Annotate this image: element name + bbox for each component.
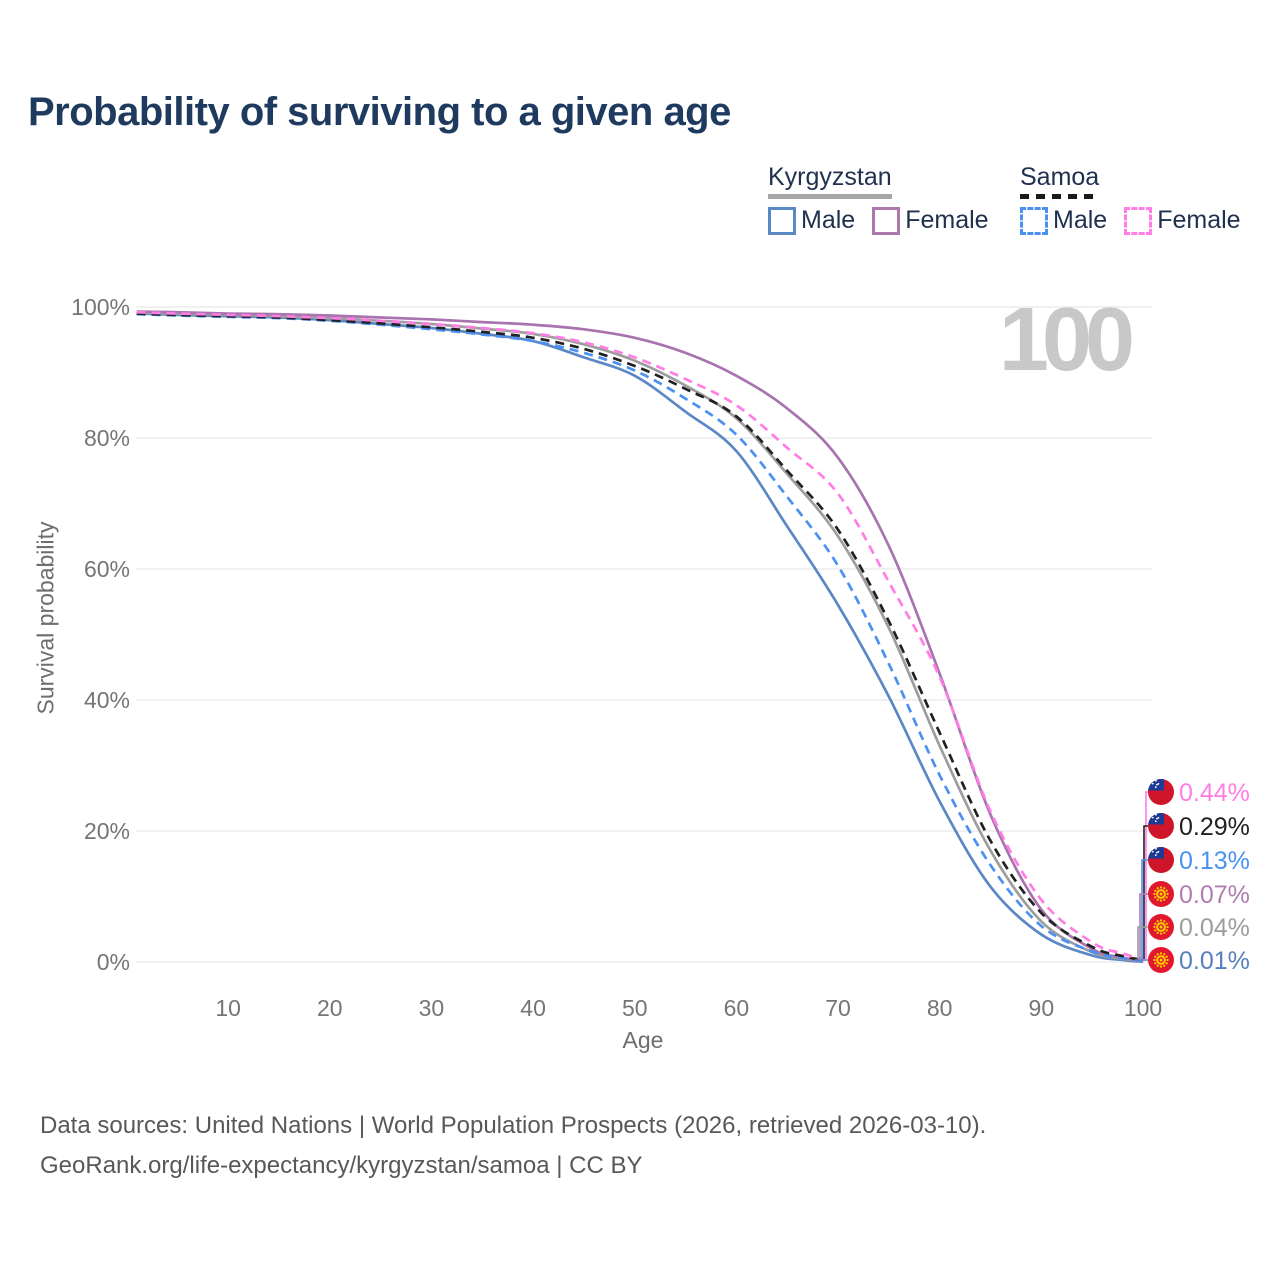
y-tick-label: 60% bbox=[84, 556, 130, 582]
y-tick-label: 80% bbox=[84, 425, 130, 451]
end-label-leader bbox=[1139, 893, 1149, 959]
series-line-kyrgyzstan-both-sexes bbox=[136, 311, 1144, 964]
x-tick-label: 60 bbox=[724, 995, 750, 1021]
data-sources-line: Data sources: United Nations | World Pop… bbox=[40, 1112, 987, 1139]
y-tick-label: 100% bbox=[71, 294, 130, 320]
x-tick-label: 50 bbox=[622, 995, 648, 1021]
x-tick-label: 40 bbox=[520, 995, 546, 1021]
watermark-age-label: 100 bbox=[999, 290, 1132, 390]
x-tick-label: 100 bbox=[1124, 995, 1162, 1021]
series-line-samoa-male bbox=[136, 312, 1144, 963]
y-tick-label: 20% bbox=[84, 818, 130, 844]
y-tick-label: 0% bbox=[97, 949, 130, 975]
legend-swatch-samoa-male bbox=[1020, 206, 1048, 235]
x-tick-label: 80 bbox=[927, 995, 953, 1021]
end-value-label: 0.07% bbox=[1179, 881, 1250, 909]
flag-icon-kyrgyzstan bbox=[1148, 881, 1174, 907]
attribution-line: GeoRank.org/life-expectancy/kyrgyzstan/s… bbox=[40, 1152, 643, 1179]
chart-footer: Data sources: United Nations | World Pop… bbox=[40, 1106, 986, 1186]
end-label-leader bbox=[1135, 959, 1149, 961]
end-label-leader bbox=[1143, 825, 1149, 959]
y-tick-label: 40% bbox=[84, 687, 130, 713]
legend-group-samoa: Samoa Male Female bbox=[1020, 163, 1258, 235]
flag-icon-kyrgyzstan bbox=[1148, 914, 1174, 940]
flag-icon-samoa bbox=[1148, 847, 1174, 873]
legend-linestyle-dashed-sample bbox=[1020, 194, 1099, 199]
legend-label-samoa-female: Female bbox=[1157, 206, 1241, 234]
flag-icon-samoa bbox=[1148, 813, 1174, 839]
end-value-label: 0.44% bbox=[1179, 779, 1250, 807]
x-tick-label: 70 bbox=[825, 995, 851, 1021]
flag-icon-samoa bbox=[1148, 779, 1174, 805]
end-value-label: 0.01% bbox=[1179, 947, 1250, 975]
series-line-kyrgyzstan-male bbox=[136, 312, 1144, 964]
x-tick-label: 10 bbox=[215, 995, 241, 1021]
end-value-label: 0.29% bbox=[1179, 813, 1250, 841]
series-line-kyrgyzstan-female bbox=[136, 310, 1144, 963]
legend-group-kyrgyzstan: Kyrgyzstan Male Female bbox=[768, 163, 1006, 235]
legend-linestyle-solid-sample bbox=[768, 194, 892, 199]
legend-country-kyrgyzstan: Kyrgyzstan bbox=[768, 163, 892, 191]
end-label-leader bbox=[1137, 926, 1149, 959]
legend-swatch-samoa-female bbox=[1124, 206, 1153, 235]
flag-icon-kyrgyzstan bbox=[1148, 947, 1174, 973]
series-line-samoa-both-sexes bbox=[136, 312, 1144, 962]
legend-swatch-kyrgyzstan-male bbox=[768, 206, 796, 235]
x-tick-label: 30 bbox=[419, 995, 445, 1021]
x-axis-title: Age bbox=[622, 1027, 664, 1053]
series-line-samoa-female bbox=[136, 310, 1144, 961]
end-label-leader bbox=[1141, 859, 1149, 959]
end-value-label: 0.04% bbox=[1179, 914, 1250, 942]
x-tick-label: 20 bbox=[317, 995, 343, 1021]
legend-country-samoa: Samoa bbox=[1020, 163, 1100, 191]
page-title: Probability of surviving to a given age bbox=[28, 90, 731, 134]
legend-label-kyrgyzstan-male: Male bbox=[801, 206, 856, 234]
y-axis-title: Survival probability bbox=[32, 521, 59, 715]
legend-label-samoa-male: Male bbox=[1053, 206, 1108, 234]
legend-swatch-kyrgyzstan-female bbox=[872, 206, 901, 235]
x-tick-label: 90 bbox=[1029, 995, 1055, 1021]
legend-label-kyrgyzstan-female: Female bbox=[905, 206, 989, 234]
end-label-leader bbox=[1145, 791, 1149, 959]
end-value-label: 0.13% bbox=[1179, 847, 1250, 875]
